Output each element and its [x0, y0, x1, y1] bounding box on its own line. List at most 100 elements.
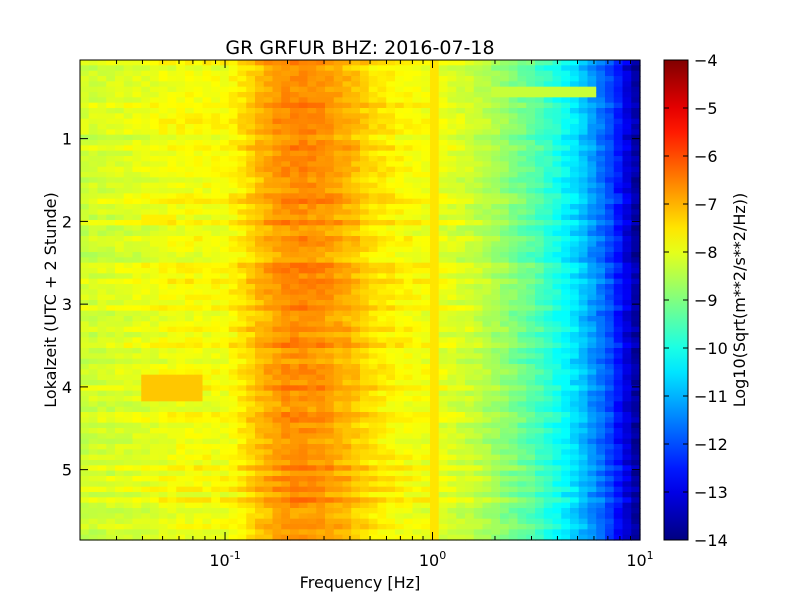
heatmap-cell — [106, 161, 116, 168]
heatmap-cell — [552, 406, 562, 413]
heatmap-cell — [115, 97, 125, 104]
heatmap-cell — [237, 380, 247, 386]
heatmap-cell — [115, 134, 125, 141]
heatmap-cell — [132, 524, 142, 530]
heatmap-cell — [482, 385, 492, 392]
heatmap-cell — [351, 81, 361, 88]
heatmap-cell — [482, 273, 492, 280]
heatmap-cell — [167, 502, 177, 509]
heatmap-cell — [386, 102, 396, 109]
heatmap-cell — [123, 513, 134, 520]
heatmap-cell — [552, 220, 562, 226]
heatmap-cell — [263, 86, 274, 93]
heatmap-cell — [255, 102, 265, 109]
heatmap-cell — [325, 460, 335, 466]
heatmap-cell — [202, 353, 212, 360]
heatmap-cell — [368, 209, 379, 216]
heatmap-cell — [552, 518, 562, 525]
heatmap-cell — [543, 172, 554, 178]
heatmap-cell — [543, 113, 554, 120]
heatmap-cell — [290, 422, 300, 429]
heatmap-cell — [500, 326, 510, 333]
heatmap-cell — [447, 172, 457, 178]
heatmap-cell — [272, 230, 282, 237]
heatmap-cell — [465, 406, 475, 413]
heatmap-cell — [106, 246, 116, 253]
heatmap-cell — [447, 321, 457, 328]
heatmap-cell — [552, 513, 562, 520]
heatmap-cell — [543, 177, 554, 184]
heatmap-cell — [211, 438, 221, 445]
heatmap-cell — [88, 294, 99, 301]
heatmap-cell — [246, 262, 256, 269]
heatmap-cell — [465, 385, 475, 392]
heatmap-cell — [447, 65, 457, 72]
heatmap-cell — [473, 172, 484, 178]
heatmap-cell — [508, 321, 519, 328]
heatmap-cell — [543, 337, 554, 344]
heatmap-cell — [237, 358, 247, 365]
heatmap-cell — [123, 166, 134, 173]
heatmap-cell — [115, 518, 125, 525]
heatmap-cell — [132, 364, 142, 370]
heatmap-cell — [115, 182, 125, 189]
heatmap-cell — [158, 204, 169, 210]
heatmap-cell — [368, 508, 379, 514]
heatmap-cell — [255, 364, 265, 370]
heatmap-cell — [535, 97, 545, 104]
heatmap-cell — [316, 460, 326, 466]
heatmap-cell — [132, 348, 142, 354]
heatmap-cell — [298, 129, 309, 136]
heatmap-cell — [482, 161, 492, 168]
heatmap-cell — [167, 129, 177, 136]
heatmap-cell — [176, 193, 186, 200]
heatmap-cell — [150, 225, 160, 232]
heatmap-cell — [368, 321, 379, 328]
heatmap-cell — [377, 396, 387, 402]
heatmap-cell — [517, 406, 527, 413]
heatmap-cell — [500, 412, 510, 418]
heatmap-cell — [508, 257, 519, 264]
heatmap-cell — [272, 124, 282, 130]
heatmap-cell — [202, 406, 212, 413]
heatmap-cell — [412, 97, 422, 104]
heatmap-cell — [447, 305, 457, 312]
heatmap-cell — [360, 252, 370, 258]
heatmap-cell — [517, 294, 527, 301]
heatmap-cell — [88, 332, 99, 338]
heatmap-cell — [351, 60, 361, 66]
heatmap-cell — [342, 134, 352, 141]
heatmap-cell — [132, 444, 142, 450]
heatmap-cell — [106, 513, 116, 520]
heatmap-cell — [141, 102, 151, 109]
heatmap-cell — [141, 358, 151, 365]
heatmap-cell — [456, 102, 466, 109]
heatmap-cell — [298, 321, 309, 328]
heatmap-cell — [377, 182, 387, 189]
heatmap-cell — [97, 209, 107, 216]
heatmap-cell — [517, 497, 527, 504]
heatmap-cell — [368, 460, 379, 466]
heatmap-cell — [456, 486, 466, 493]
heatmap-cell — [377, 316, 387, 322]
heatmap-cell — [307, 81, 317, 88]
heatmap-cell — [447, 220, 457, 226]
heatmap-cell — [508, 508, 519, 514]
heatmap-cell — [447, 332, 457, 338]
heatmap-cell — [97, 513, 107, 520]
heatmap-cell — [368, 396, 379, 402]
heatmap-cell — [325, 406, 335, 413]
heatmap-cell — [552, 358, 562, 365]
heatmap-cell — [228, 497, 239, 504]
heatmap-cell — [438, 134, 449, 141]
heatmap-cell — [386, 257, 396, 264]
heatmap-cell — [158, 81, 169, 88]
heatmap-cell — [325, 401, 335, 408]
heatmap-cell — [123, 310, 134, 317]
heatmap-cell — [167, 417, 177, 424]
heatmap-cell — [430, 353, 440, 360]
heatmap-cell — [342, 129, 352, 136]
heatmap-cell — [281, 401, 291, 408]
heatmap-cell — [377, 470, 387, 477]
heatmap-cell — [263, 204, 274, 210]
